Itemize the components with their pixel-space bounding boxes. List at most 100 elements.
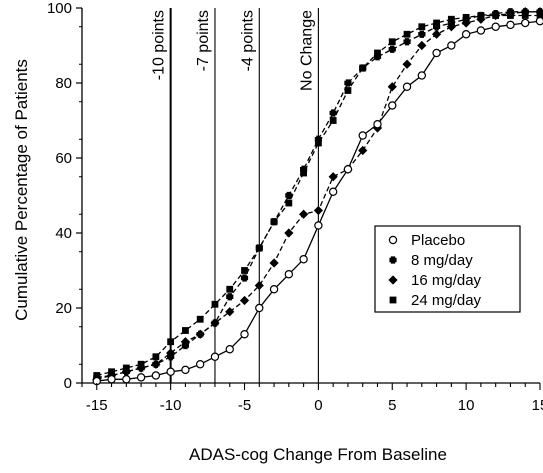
data-point [181,365,190,375]
data-point [476,14,486,24]
y-tick-label: 60 [55,150,72,167]
data-point [196,315,204,323]
reference-line-label: -4 points [239,10,256,71]
data-point [521,18,530,28]
data-point [374,49,381,57]
data-point [240,274,249,282]
data-point [152,353,160,361]
plot-frame [81,8,540,384]
data-point [299,209,309,219]
data-point [225,345,234,354]
data-point [388,101,397,110]
data-point [344,79,352,87]
y-tick-label: 100 [47,0,72,17]
y-tick-label: 0 [64,375,72,392]
data-point [492,12,500,19]
x-tick-label: -10 [160,397,182,414]
data-point [254,280,264,291]
data-point [313,205,323,216]
legend-label: 8 mg/day [411,252,473,269]
data-point [195,329,205,339]
data-point [328,187,338,196]
data-point [210,352,220,361]
x-tick-label: 10 [458,397,475,414]
data-point [240,330,249,339]
data-point [447,41,456,50]
legend-marker [389,296,397,304]
data-point [402,59,412,69]
data-point [136,373,146,382]
data-point [195,360,205,369]
data-point [328,172,338,182]
data-point [462,13,470,21]
legend-marker [389,256,397,264]
y-tick-label: 40 [55,225,72,242]
data-point [122,364,130,372]
data-point [417,71,427,80]
reference-line-label: -10 points [151,10,168,80]
x-tick-label: 15 [532,397,543,414]
legend-box [374,225,521,313]
y-tick-label: 80 [55,75,72,92]
data-point [255,244,263,252]
data-point [431,29,442,39]
data-point [284,270,294,279]
x-tick-label: 5 [388,397,396,414]
y-tick-label: 20 [55,300,72,317]
data-point [314,139,322,147]
data-point [359,64,367,72]
data-point [417,40,427,51]
x-axis-ticks: -15 -10 -5 0 5 10 15 [81,383,543,414]
legend-label: 24 mg/day [411,292,482,309]
data-point [167,338,175,346]
data-point [536,12,543,19]
data-point [358,145,368,156]
x-tick-label: 0 [314,397,322,414]
data-point [520,7,530,17]
data-point [226,285,234,293]
data-point [107,375,116,384]
data-point [373,120,382,129]
data-point [269,285,279,294]
data-point [241,267,248,274]
series-markers [92,7,543,386]
reference-line-label: -7 points [195,10,212,71]
y-axis-ticks: 0 20 40 60 80 100 [47,0,82,392]
data-point [299,255,308,264]
data-point [270,218,278,226]
data-point [491,22,500,31]
data-point [210,318,220,328]
data-point [418,30,426,38]
data-point [314,221,323,230]
data-point [461,30,471,39]
data-point [151,371,161,380]
data-point [93,372,101,379]
data-point [535,16,543,26]
data-point [446,22,456,32]
data-point [226,293,234,301]
data-point [166,348,176,358]
data-point [137,360,145,368]
legend: Placebo 8 mg/day 16 mg/day 24 mg/day [374,225,521,313]
x-tick-label: -5 [238,397,251,414]
data-point [343,165,353,174]
reference-lines: -10 points -7 points -4 points No Change [151,8,319,383]
legend-marker [388,235,398,245]
data-point [225,307,235,317]
data-point [477,12,485,19]
data-point [476,26,486,35]
data-point [300,169,308,177]
data-point [108,368,115,376]
data-point [180,337,191,347]
reference-line-label: No Change [298,10,315,91]
x-axis-title: ADAS-cog Change From Baseline [189,445,447,464]
data-point [433,19,440,27]
data-point [329,109,337,117]
data-point [388,38,396,46]
data-point [388,45,396,53]
data-point [285,191,293,200]
data-point [418,23,426,31]
data-point [403,38,411,46]
data-point [122,375,131,384]
